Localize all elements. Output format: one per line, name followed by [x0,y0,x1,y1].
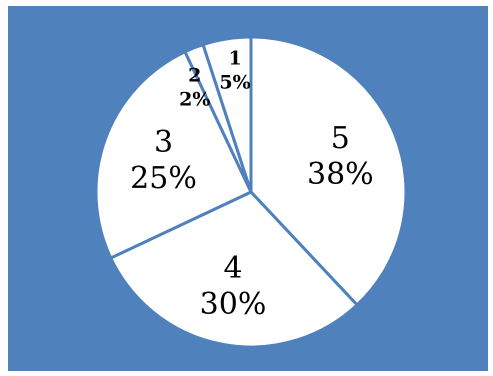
slice-category-label: 5 [331,121,350,156]
pie-chart: 538% 430% 325% 22% 15% [94,35,408,349]
slice-category-label: 3 [154,125,173,160]
slice-category-label: 2 [188,64,201,86]
slice-percent-label: 30% [200,287,267,322]
pie-slices [94,35,408,349]
pie-labels: 538% 430% 325% 22% 15% [130,48,374,322]
slice-percent-label: 5% [219,72,250,94]
slice-category-label: 4 [223,251,242,286]
slice-percent-label: 25% [130,161,197,196]
pie-slice-4 [108,190,360,349]
pie-slice-5 [249,35,408,308]
slice-percent-label: 38% [307,157,374,192]
chart-area: 5 38% 4 30% 3 25% 2 2% 1 5% [8,6,488,371]
slice-percent-label: 2% [179,88,210,110]
slice-category-label: 1 [228,48,241,70]
pie-slice-3 [94,49,253,260]
pie-slice-1 [201,35,253,193]
